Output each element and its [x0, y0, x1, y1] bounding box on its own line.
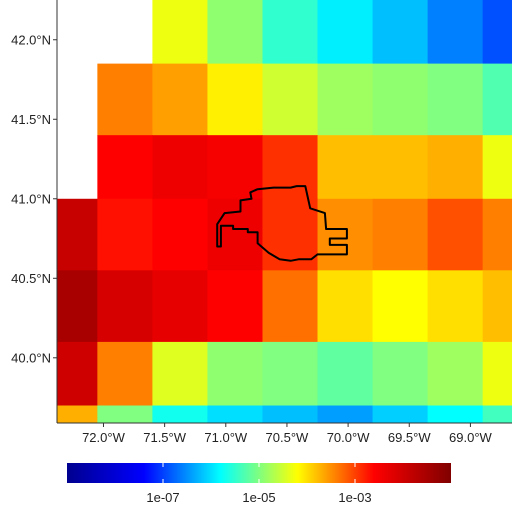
heatmap-cell: [372, 135, 429, 200]
x-tick-label: 72.0°W: [82, 430, 126, 445]
heatmap-cell: [152, 270, 208, 343]
heatmap-cell: [57, 198, 98, 271]
heatmap-cell: [97, 63, 153, 136]
heatmap-cell: [372, 405, 429, 424]
heatmap-cell: [207, 270, 263, 343]
heatmap-cell: [152, 198, 208, 271]
heatmap-cell: [482, 135, 512, 200]
region-outline-layer: [216, 185, 348, 262]
x-axis-ticks: 72.0°W 71.5°W 71.0°W 70.5°W 70.0°W 69.5°W 69.0…: [82, 423, 493, 445]
colorbar-tick-label: 1e-05: [242, 490, 275, 505]
heatmap-cell: [262, 341, 319, 407]
heatmap-cell: [427, 270, 484, 343]
heatmap-cell: [427, 341, 484, 407]
heatmap-cell: [152, 0, 208, 65]
colorbar-tick-label: 1e-03: [338, 490, 371, 505]
x-tick-label: 70.5°W: [266, 430, 310, 445]
heatmap-cell: [482, 405, 512, 424]
heatmap-cell: [262, 405, 319, 424]
x-tick-label: 71.5°W: [143, 430, 187, 445]
heatmap-cell: [427, 198, 484, 271]
heatmap-cell: [97, 341, 153, 407]
heatmap-cell: [482, 341, 512, 407]
y-tick-label: 41.0°N: [11, 191, 51, 206]
heatmap-cell: [262, 0, 319, 65]
x-tick-label: 69.0°W: [449, 430, 493, 445]
heatmap-cell: [207, 341, 263, 407]
heatmap-cell: [97, 270, 153, 343]
colorbar-legend: 1e-07 1e-05 1e-03: [67, 463, 451, 505]
y-tick-label: 40.5°N: [11, 271, 51, 286]
y-tick-label: 40.0°N: [11, 350, 51, 365]
heatmap-cell: [207, 0, 263, 65]
heatmap-cell: [317, 198, 374, 271]
heatmap-cell: [427, 63, 484, 136]
heatmap-cell: [372, 341, 429, 407]
heatmap-cell: [57, 270, 98, 343]
heatmap-cell: [152, 135, 208, 200]
heatmap-cell: [262, 135, 319, 200]
heatmap-cell: [262, 270, 319, 343]
heatmap-cell: [372, 270, 429, 343]
heatmap-cell: [152, 63, 208, 136]
heatmap-cell: [207, 135, 263, 200]
heatmap-cell: [482, 0, 512, 65]
heatmap-cell: [152, 341, 208, 407]
heatmap-cell: [262, 63, 319, 136]
y-tick-label: 41.5°N: [11, 112, 51, 127]
heatmap-cell: [97, 198, 153, 271]
heatmap-cell: [317, 341, 374, 407]
heatmap-cell: [317, 270, 374, 343]
colorbar-gradient: [67, 463, 451, 483]
y-axis-ticks: 40.0°N 40.5°N 41.0°N 41.5°N 42.0°N: [11, 32, 57, 365]
heatmap-cell: [152, 405, 208, 424]
heatmap-cell: [317, 405, 374, 424]
heatmap-cell: [57, 341, 98, 407]
heatmap-cell: [207, 63, 263, 136]
heatmap-cell: [97, 405, 153, 424]
heatmap-cell: [427, 0, 484, 65]
x-tick-label: 71.0°W: [204, 430, 248, 445]
heatmap-cell: [372, 0, 429, 65]
x-tick-label: 70.0°W: [327, 430, 371, 445]
heatmap-cell: [317, 0, 374, 65]
heatmap-cell: [207, 405, 263, 424]
region-outline: [216, 185, 348, 262]
heatmap-cell: [482, 198, 512, 271]
colorbar-tick-label: 1e-07: [146, 490, 179, 505]
heatmap-cell: [57, 405, 98, 424]
heatmap-cell: [97, 135, 153, 200]
heatmap-cell: [482, 63, 512, 136]
axes: 40.0°N 40.5°N 41.0°N 41.5°N 42.0°N 72.0°W 71.…: [11, 0, 512, 445]
colorbar-ticks: 1e-07 1e-05 1e-03: [146, 463, 372, 505]
heatmap-cell: [317, 63, 374, 136]
heatmap-cell: [482, 270, 512, 343]
heatmap-cell: [317, 135, 374, 200]
y-tick-label: 42.0°N: [11, 32, 51, 47]
heatmap-cell: [427, 135, 484, 200]
heatmap-cells: [57, 0, 512, 424]
heatmap-cell: [207, 198, 263, 271]
x-tick-label: 69.5°W: [388, 430, 432, 445]
heatmap-cell: [427, 405, 484, 424]
heatmap-cell: [372, 198, 429, 271]
heatmap-cell: [372, 63, 429, 136]
